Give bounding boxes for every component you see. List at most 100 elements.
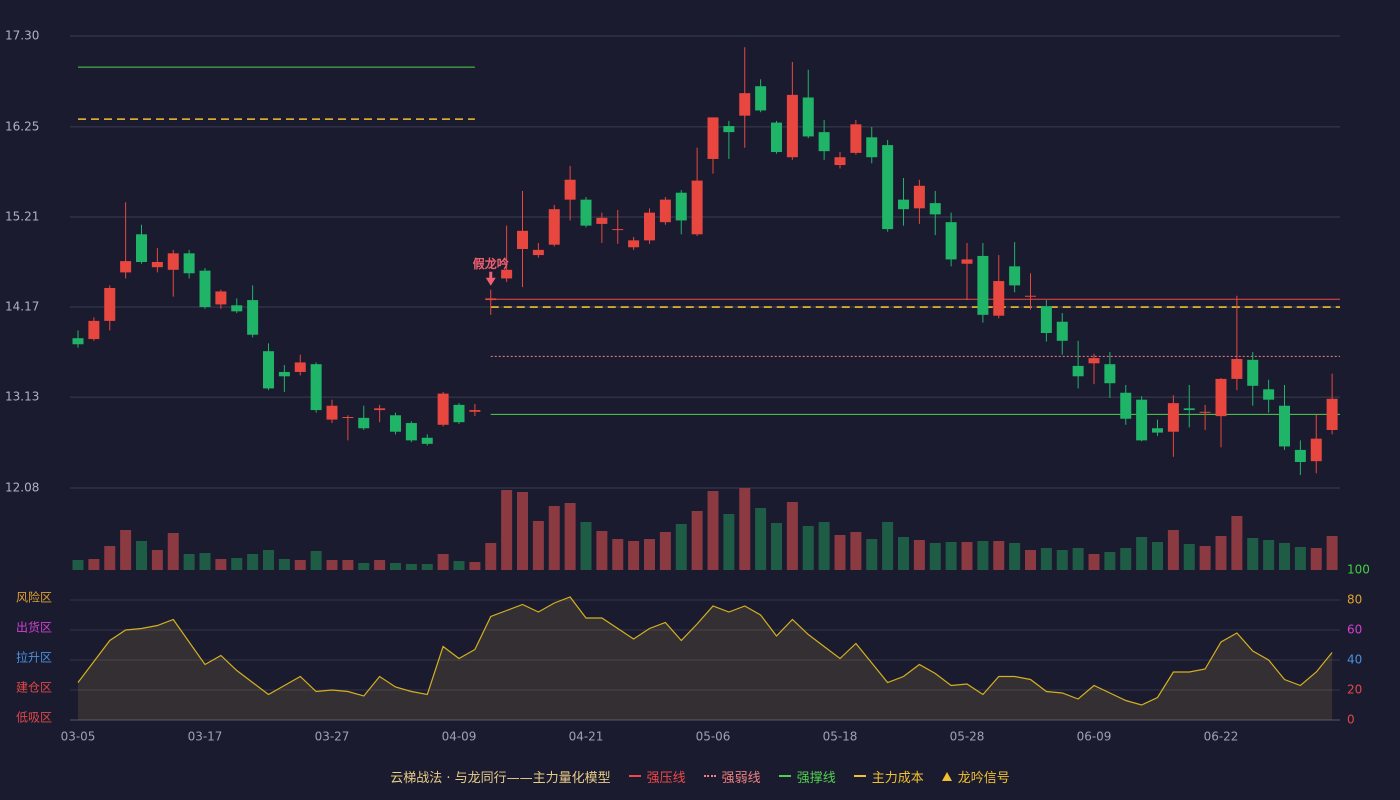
candle-body bbox=[374, 408, 386, 411]
volume-bar bbox=[1025, 550, 1036, 570]
legend-icon bbox=[703, 775, 716, 777]
legend-icon bbox=[853, 775, 866, 777]
candle-body bbox=[993, 281, 1005, 316]
volume-bar bbox=[1040, 548, 1052, 570]
candle-body bbox=[898, 199, 909, 210]
x-tick-label: 06-22 bbox=[1204, 730, 1239, 744]
candle-body bbox=[1040, 306, 1052, 334]
volume-bar bbox=[72, 560, 84, 570]
volume-bar bbox=[675, 524, 687, 570]
candle-body bbox=[691, 180, 703, 235]
volume-bar bbox=[961, 542, 973, 570]
volume-bar bbox=[612, 539, 624, 570]
volume-bar bbox=[453, 561, 465, 570]
volume-bar bbox=[818, 522, 830, 570]
candle-body bbox=[834, 157, 846, 166]
volume-bar bbox=[898, 537, 909, 570]
volume-bar bbox=[644, 539, 655, 570]
legend-label: 强弱线 bbox=[721, 770, 761, 786]
y-tick-label: 0 bbox=[1347, 713, 1355, 727]
candle-body bbox=[707, 117, 719, 159]
x-tick-label: 05-06 bbox=[696, 730, 731, 744]
candle-body bbox=[866, 137, 878, 158]
candle-body bbox=[1263, 389, 1275, 400]
volume-bar bbox=[88, 559, 100, 570]
candle-body bbox=[532, 249, 544, 256]
candle-body bbox=[675, 192, 687, 221]
y-tick-label: 60 bbox=[1347, 623, 1362, 637]
volume-bar bbox=[1120, 548, 1132, 570]
volume-bar bbox=[326, 560, 338, 570]
legend-item[interactable]: 强弱线 bbox=[703, 767, 761, 786]
legend-item[interactable]: 主力成本 bbox=[853, 767, 924, 786]
candle-body bbox=[247, 300, 259, 335]
x-tick-label: 04-09 bbox=[442, 730, 477, 744]
volume-bar bbox=[215, 559, 227, 570]
candle-body bbox=[263, 351, 274, 389]
volume-bar bbox=[1326, 536, 1338, 570]
candle-body bbox=[231, 305, 243, 312]
volume-bar bbox=[1009, 543, 1021, 570]
candle-body bbox=[294, 362, 306, 372]
signal-label: 假龙吟 bbox=[473, 256, 509, 271]
volume-bar bbox=[469, 562, 481, 570]
candle-body bbox=[818, 132, 830, 152]
candle-body bbox=[1231, 358, 1243, 379]
candle-body bbox=[278, 371, 290, 377]
volume-bar bbox=[548, 506, 560, 570]
x-tick-label: 03-17 bbox=[188, 730, 223, 744]
candle-body bbox=[1294, 449, 1306, 463]
volume-bar bbox=[977, 541, 989, 570]
candle-body bbox=[596, 217, 608, 224]
candle-body bbox=[850, 124, 862, 153]
candle-body bbox=[1326, 398, 1338, 430]
volume-bar bbox=[1310, 548, 1322, 570]
volume-bar bbox=[1056, 550, 1068, 570]
legend-item[interactable]: 龙吟信号 bbox=[941, 767, 1010, 786]
volume-bar bbox=[755, 508, 767, 570]
volume-bar bbox=[136, 541, 147, 570]
candle-body bbox=[977, 255, 989, 315]
volume-bar bbox=[501, 490, 513, 570]
volume-bar bbox=[1263, 540, 1275, 570]
y-tick-label: 80 bbox=[1347, 593, 1362, 607]
candle-body bbox=[1199, 411, 1211, 413]
candle-body bbox=[326, 405, 338, 420]
volume-bar bbox=[104, 546, 116, 570]
y-tick-label: 12.08 bbox=[5, 481, 39, 495]
volume-bar bbox=[1247, 538, 1259, 570]
volume-bar bbox=[691, 511, 703, 570]
volume-bar bbox=[1088, 554, 1100, 570]
volume-bar bbox=[771, 523, 782, 570]
candle-body bbox=[580, 199, 592, 226]
volume-bar bbox=[993, 541, 1005, 570]
legend-title: 云梯战法 · 与龙同行——主力量化模型 bbox=[390, 770, 611, 786]
candle-body bbox=[1088, 358, 1100, 364]
y-tick-label: 20 bbox=[1347, 683, 1362, 697]
volume-bar bbox=[786, 502, 798, 570]
volume-bar bbox=[247, 554, 259, 570]
candle-body bbox=[1279, 405, 1290, 447]
candle-body bbox=[1025, 295, 1036, 297]
candle-body bbox=[358, 417, 370, 429]
volume-bar bbox=[929, 543, 941, 570]
volume-bar bbox=[421, 564, 433, 570]
candle-body bbox=[913, 185, 925, 209]
candle-body bbox=[517, 230, 528, 250]
volume-bar bbox=[199, 553, 211, 570]
legend-icon bbox=[628, 775, 641, 777]
candle-body bbox=[548, 209, 560, 245]
candle-body bbox=[723, 126, 735, 133]
zone-label: 出货区 bbox=[16, 620, 52, 635]
legend-item[interactable]: 强压线 bbox=[628, 767, 686, 786]
candle-body bbox=[802, 97, 814, 137]
volume-bar bbox=[564, 503, 576, 570]
legend-item[interactable]: 强撑线 bbox=[778, 767, 836, 786]
volume-bar bbox=[151, 550, 163, 570]
candle-body bbox=[612, 229, 624, 231]
volume-bar bbox=[945, 542, 957, 570]
candle-body bbox=[755, 86, 767, 111]
candle-body bbox=[120, 261, 132, 273]
candle-body bbox=[199, 270, 211, 308]
volume-bar bbox=[580, 522, 592, 570]
